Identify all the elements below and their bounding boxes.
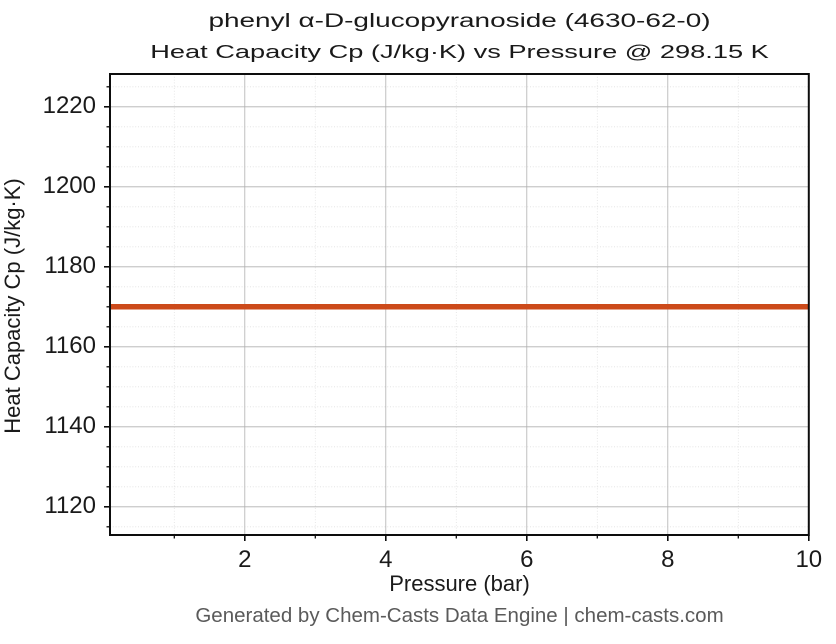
svg-text:1220: 1220: [43, 92, 96, 119]
svg-text:4: 4: [379, 546, 392, 573]
svg-text:1160: 1160: [44, 332, 96, 359]
svg-text:1120: 1120: [44, 492, 96, 519]
svg-text:10: 10: [795, 546, 822, 573]
svg-text:6: 6: [520, 546, 533, 573]
svg-text:1200: 1200: [43, 172, 96, 199]
svg-text:1180: 1180: [44, 252, 96, 279]
svg-text:8: 8: [661, 546, 674, 573]
svg-text:1140: 1140: [44, 412, 96, 439]
svg-text:2: 2: [238, 546, 251, 573]
